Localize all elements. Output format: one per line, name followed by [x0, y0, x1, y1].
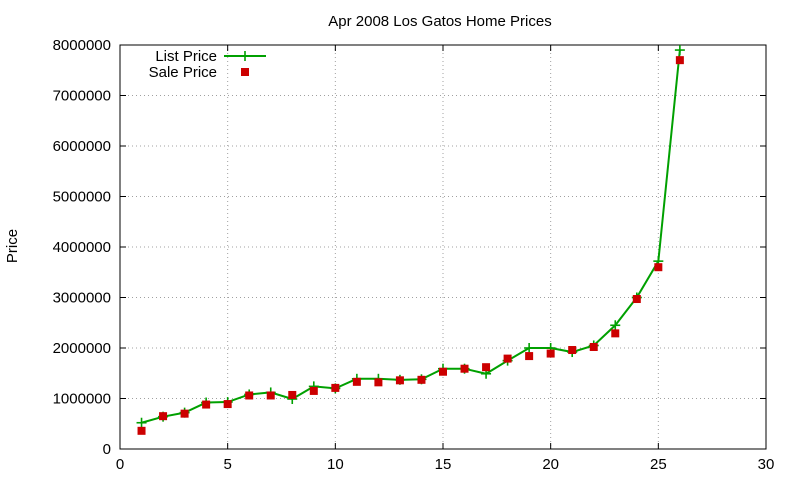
- y-tick-label: 0: [103, 441, 111, 458]
- sale-price-point: [611, 329, 620, 338]
- x-tick-label: 25: [650, 456, 667, 473]
- sale-price-point: [352, 377, 361, 386]
- list-price-point: [610, 320, 621, 331]
- y-tick-label: 8000000: [53, 37, 111, 54]
- sale-price-point: [159, 412, 168, 421]
- list-price-point: [524, 343, 535, 353]
- sale-price-point: [482, 363, 491, 372]
- legend-entry: List Price: [155, 48, 266, 65]
- series-sale-price: [137, 56, 684, 435]
- x-tick-label: 0: [116, 456, 124, 473]
- series-list-price: [136, 45, 685, 428]
- legend-label: List Price: [155, 48, 217, 65]
- legend-square-swatch: [241, 68, 249, 76]
- sale-price-point: [439, 367, 447, 376]
- sale-price-point: [331, 383, 340, 392]
- y-tick-label: 5000000: [53, 189, 111, 206]
- x-tick-label: 15: [435, 456, 452, 473]
- legend-plus-swatch: [240, 51, 250, 61]
- sale-price-point: [568, 346, 577, 355]
- sale-price-point: [546, 349, 555, 358]
- y-axis-label: Price: [4, 229, 21, 263]
- sale-price-point: [417, 375, 426, 384]
- series-layer: [136, 45, 685, 435]
- sale-price-point: [395, 376, 404, 385]
- sale-price-point: [245, 391, 254, 400]
- x-tick-label: 20: [542, 456, 559, 473]
- sale-price-point: [266, 391, 275, 400]
- sale-price-point: [223, 400, 232, 409]
- list-price-line: [141, 49, 681, 424]
- sale-price-point: [675, 56, 684, 65]
- sale-price-point: [309, 386, 318, 395]
- y-tick-label: 7000000: [53, 88, 111, 105]
- legend-entry: Sale Price: [149, 64, 249, 81]
- x-tick-label: 10: [327, 456, 344, 473]
- sale-price-point: [589, 342, 598, 351]
- y-tick-label: 3000000: [53, 290, 111, 307]
- y-tick-label: 6000000: [53, 138, 111, 155]
- sale-price-point: [288, 390, 297, 399]
- x-tick-label: 5: [223, 456, 231, 473]
- tick-labels: 0 5 10 15 20 25 30 0 1000000 2000000 3000000 400000…: [53, 37, 775, 473]
- list-price-point: [136, 417, 147, 428]
- grid: [120, 45, 766, 449]
- sale-price-point: [180, 409, 189, 418]
- sale-price-point: [202, 400, 211, 409]
- sale-price-point: [525, 352, 534, 361]
- x-tick-label: 30: [758, 456, 775, 473]
- y-tick-label: 2000000: [53, 340, 111, 357]
- y-tick-label: 4000000: [53, 239, 111, 256]
- axes: [119, 44, 767, 450]
- sale-price-point: [503, 354, 512, 363]
- sale-price-point: [654, 263, 663, 272]
- sale-price-point: [137, 426, 146, 435]
- sale-price-point: [460, 364, 469, 373]
- y-tick-label: 1000000: [53, 391, 111, 408]
- chart-title: Apr 2008 Los Gatos Home Prices: [328, 13, 551, 30]
- sale-price-point: [374, 378, 383, 387]
- sale-price-point: [632, 295, 641, 304]
- list-price-point: [674, 45, 685, 56]
- legend-label: Sale Price: [149, 64, 217, 81]
